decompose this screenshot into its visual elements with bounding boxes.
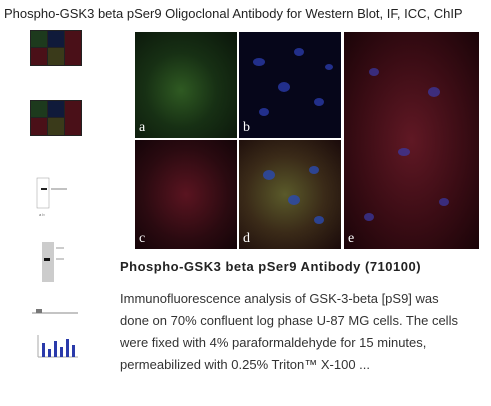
product-title: Phospho-GSK3 beta pSer9 Antibody (710100… [120, 259, 422, 274]
panel-label: a [139, 120, 146, 135]
figure: a b c d e [135, 32, 479, 249]
thumbnail[interactable] [30, 100, 82, 136]
panel-label: b [243, 120, 250, 135]
image-panel: e [344, 32, 479, 249]
thumbnail[interactable] [40, 240, 66, 284]
panel-label: c [139, 231, 146, 246]
description-line: Immunofluorescence analysis of GSK-3-bet… [120, 291, 439, 306]
page-title: Phospho-GSK3 beta pSer9 Oligoclonal Anti… [4, 6, 463, 21]
panel-label: d [243, 231, 250, 246]
image-panel: d [239, 140, 341, 249]
image-panel: b [239, 32, 341, 138]
thumbnail[interactable] [30, 305, 80, 361]
description-line: were fixed with 4% paraformaldehyde for … [120, 335, 427, 350]
svg-text:a b: a b [39, 212, 45, 217]
thumbnail[interactable]: a b [33, 172, 81, 220]
image-panel: c [135, 140, 237, 249]
description-line: permeabilized with 0.25% Triton™ X-100 .… [120, 357, 371, 372]
product-description: Immunofluorescence analysis of GSK-3-bet… [120, 288, 458, 376]
image-panel: a [135, 32, 237, 138]
thumbnail[interactable] [30, 30, 82, 66]
description-line: done on 70% confluent log phase U-87 MG … [120, 313, 458, 328]
panel-label: e [348, 231, 355, 246]
